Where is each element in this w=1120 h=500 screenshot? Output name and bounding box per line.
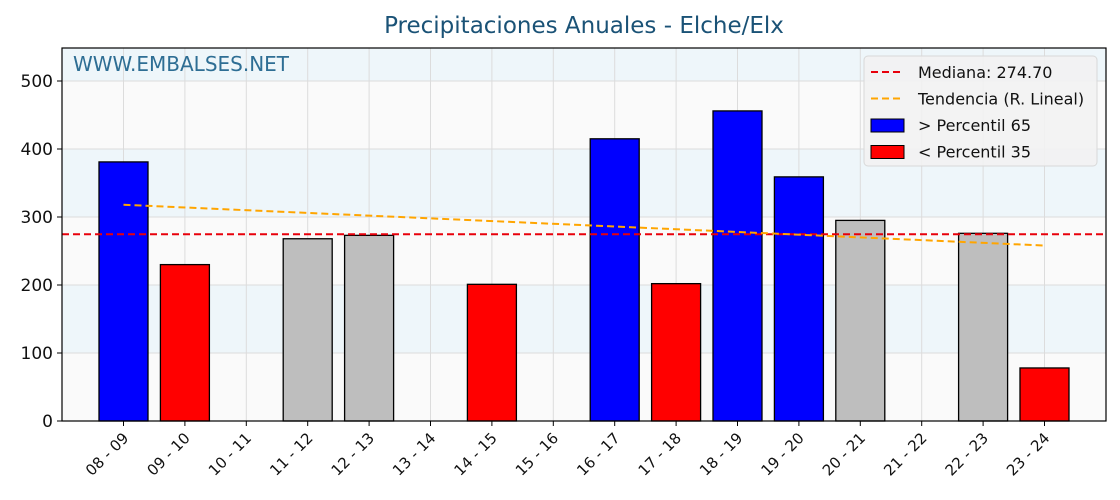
bar (282, 238, 333, 422)
legend-label: Mediana: 274.70 (918, 63, 1052, 82)
legend-patch-swatch (870, 118, 905, 133)
x-tick-label: 20 - 21 (819, 429, 869, 479)
y-tick-label: 500 (21, 72, 53, 92)
x-tick-label: 13 - 14 (389, 429, 439, 479)
bar (159, 263, 211, 422)
y-tick-label: 0 (42, 412, 53, 432)
bar (712, 110, 763, 422)
y-tick-label: 200 (21, 276, 53, 296)
bar (466, 283, 518, 422)
legend-label: > Percentil 65 (918, 116, 1031, 135)
bar (98, 161, 149, 422)
x-tick-label: 21 - 22 (880, 429, 930, 479)
bar (1019, 367, 1070, 422)
bar (835, 219, 886, 422)
plot-band (62, 285, 1106, 353)
bar (650, 282, 702, 422)
y-tick-label: 400 (21, 140, 53, 160)
x-tick-label: 22 - 23 (942, 429, 992, 479)
legend-label: < Percentil 35 (918, 143, 1031, 162)
x-tick-label: 11 - 12 (266, 429, 316, 479)
bar (589, 138, 640, 422)
watermark: WWW.EMBALSES.NET (73, 52, 290, 76)
bar (957, 232, 1009, 422)
x-tick-label: 09 - 10 (143, 429, 193, 479)
x-tick-label: 14 - 15 (450, 429, 500, 479)
x-tick-label: 23 - 24 (1003, 429, 1053, 479)
x-tick-label: 15 - 16 (512, 429, 562, 479)
axes-frame (61, 47, 1107, 422)
x-tick-label: 12 - 13 (328, 429, 378, 479)
x-tick-label: 16 - 17 (573, 429, 623, 479)
x-tick-label: 08 - 09 (82, 429, 132, 479)
y-tick-label: 100 (21, 344, 53, 364)
legend-box (863, 55, 1098, 167)
bar (773, 176, 825, 422)
x-tick-label: 10 - 11 (205, 429, 255, 479)
legend-patch-swatch (870, 145, 905, 159)
y-tick-label: 300 (21, 208, 53, 228)
x-tick-label: 18 - 19 (696, 429, 746, 479)
chart-title: Precipitaciones Anuales - Elche/Elx (384, 13, 784, 39)
legend-label: Tendencia (R. Lineal) (917, 90, 1084, 109)
bar (343, 234, 395, 422)
legend: Mediana: 274.70 Tendencia (R. Lineal) > P… (863, 55, 1098, 167)
x-tick-label: 19 - 20 (757, 429, 807, 479)
x-tick-label: 17 - 18 (635, 429, 685, 479)
